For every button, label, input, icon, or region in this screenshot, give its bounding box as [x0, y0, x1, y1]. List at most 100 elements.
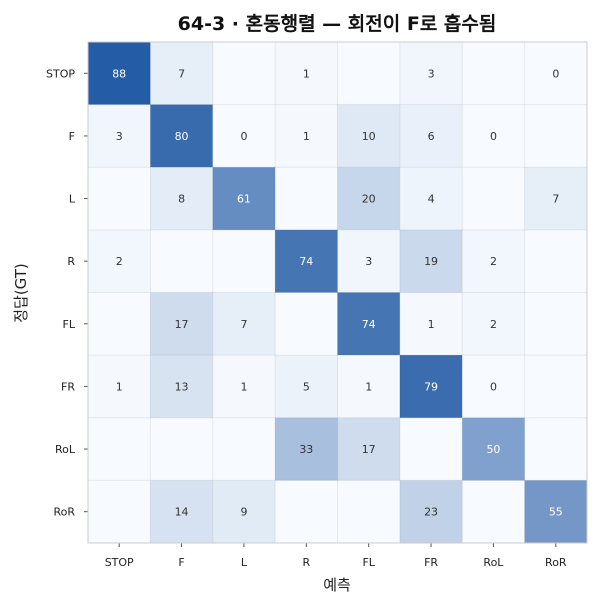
y-tick-label: STOP: [46, 67, 75, 80]
cell-value-label: 17: [362, 443, 376, 456]
heatmap-cell-r-fr: [399, 229, 463, 293]
cell-value-label: 17: [175, 318, 189, 331]
cell-value-label: 7: [178, 67, 185, 80]
heatmap-cell-stop-f: [150, 42, 213, 105]
cell-value-label: 23: [424, 506, 438, 519]
heatmap-cell-fr-fl: [337, 355, 400, 418]
cell-value-label: 8: [178, 193, 185, 206]
heatmap-cell-l-fl: [337, 167, 400, 230]
heatmap-cell-fr-stop: [88, 355, 151, 418]
cell-value-label: 1: [116, 380, 123, 393]
cell-value-label: 3: [365, 255, 372, 268]
heatmap-cell-ror-l: [212, 480, 276, 543]
heatmap-cell-fl-l: [212, 292, 276, 356]
cell-value-label: 2: [490, 318, 497, 331]
cell-value-label: 19: [424, 255, 438, 268]
cell-value-label: 61: [237, 193, 251, 206]
cell-value-label: 3: [116, 130, 123, 143]
heatmap-cell-fl-f: [150, 292, 213, 356]
cell-value-label: 5: [303, 380, 310, 393]
cell-value-labels: 88 7 1 3 03 80 0 1 10 6 08 61 20 4 72 74 3 19 217 7 74 1 21 13 1…: [112, 67, 563, 518]
cell-value-label: 9: [240, 506, 247, 519]
x-tick-label: FR: [424, 556, 438, 569]
cell-value-label: 1: [303, 67, 310, 80]
x-tick-label: STOP: [105, 556, 134, 569]
heatmap-cell-f-r: [275, 104, 338, 168]
heatmap-cell-l-ror: [524, 167, 587, 230]
heatmap-cell-r-r: [275, 229, 338, 293]
cell-value-label: 7: [240, 318, 247, 331]
cell-value-label: 20: [362, 193, 376, 206]
cell-value-label: 80: [175, 130, 189, 143]
heatmap-cell-f-rol: [462, 104, 525, 168]
cell-value-label: 1: [365, 380, 372, 393]
heatmap-cell-l-l: [212, 167, 276, 230]
heatmap-cell-fr-f: [150, 355, 213, 418]
cell-value-label: 2: [116, 255, 123, 268]
heatmap-cell-f-l: [212, 104, 276, 168]
cell-value-label: 88: [112, 67, 126, 80]
x-tick-label: RoL: [483, 556, 504, 569]
heatmap-cell-f-stop: [88, 104, 151, 168]
heatmap-cell-ror-fr: [399, 480, 463, 543]
heatmap-cell-rol-rol: [462, 417, 525, 481]
heatmap-cell-stop-ror: [524, 42, 587, 105]
cell-value-label: 55: [549, 506, 563, 519]
x-tick-label: FL: [362, 556, 375, 569]
cell-value-label: 79: [424, 380, 438, 393]
cell-value-label: 4: [428, 193, 435, 206]
y-tick-label: R: [67, 255, 75, 268]
cell-value-label: 14: [175, 506, 189, 519]
y-tick-label: L: [69, 193, 76, 206]
heatmap-cell-f-fr: [399, 104, 463, 168]
heatmap-cell-ror-ror: [524, 480, 587, 543]
heatmap-cell-r-rol: [462, 229, 525, 293]
x-tick-label: F: [178, 556, 184, 569]
cell-value-label: 6: [428, 130, 435, 143]
cell-value-label: 0: [490, 130, 497, 143]
heatmap-cells: [88, 42, 587, 543]
cell-value-label: 7: [552, 193, 559, 206]
heatmap-cell-fr-fr: [399, 355, 463, 418]
y-tick-label: F: [69, 130, 75, 143]
x-tick-label: L: [241, 556, 248, 569]
y-tick-label: FL: [63, 318, 76, 331]
heatmap-cell-fr-l: [212, 355, 276, 418]
heatmap-cell-l-fr: [399, 167, 463, 230]
heatmap-cell-r-fl: [337, 229, 400, 293]
y-tick-label: RoL: [55, 443, 76, 456]
heatmap-cell-fl-fr: [399, 292, 463, 356]
x-tick-label: RoR: [545, 556, 567, 569]
heatmap-cell-f-fl: [337, 104, 400, 168]
cell-value-label: 0: [240, 130, 247, 143]
cell-value-label: 10: [362, 130, 376, 143]
chart-title: 64-3 · 혼동행렬 — 회전이 F로 흡수됨: [178, 12, 497, 35]
y-axis-label: 정답(GT): [12, 263, 30, 323]
y-tick-label: RoR: [53, 506, 75, 519]
heatmap-cell-stop-fr: [399, 42, 463, 105]
plot-frame: [87, 41, 588, 544]
heatmap-cell-stop-stop: [88, 42, 151, 105]
x-axis-label: 예측: [323, 576, 351, 594]
cell-value-label: 2: [490, 255, 497, 268]
cell-value-label: 0: [490, 380, 497, 393]
cell-value-label: 74: [299, 255, 313, 268]
cell-value-label: 13: [175, 380, 189, 393]
heatmap-cell-l-f: [150, 167, 213, 230]
y-tick-label: FR: [61, 380, 75, 393]
heatmap-cell-rol-r: [275, 417, 338, 481]
cell-value-label: 33: [299, 443, 313, 456]
x-tick-label: R: [302, 556, 310, 569]
heatmap-cell-stop-r: [275, 42, 338, 105]
heatmap-cell-f-f: [150, 104, 213, 168]
heatmap-cell-fl-rol: [462, 292, 525, 356]
cell-value-label: 3: [428, 67, 435, 80]
cell-value-label: 1: [240, 380, 247, 393]
cell-value-label: 0: [552, 67, 559, 80]
cell-value-label: 1: [303, 130, 310, 143]
cell-value-label: 50: [486, 443, 500, 456]
heatmap-cell-fl-fl: [337, 292, 400, 356]
